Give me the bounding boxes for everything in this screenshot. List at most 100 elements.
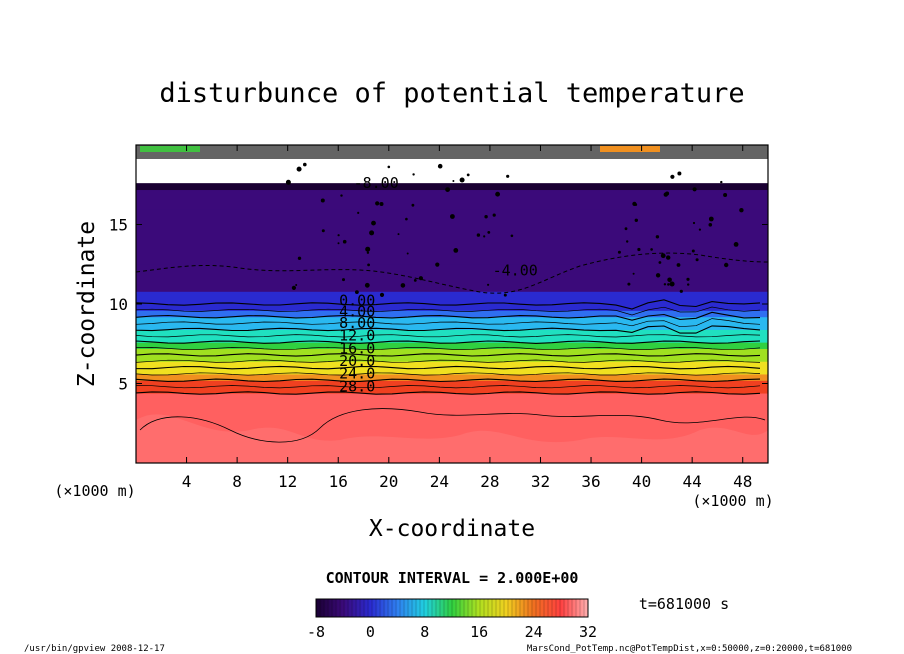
contour-line-14 xyxy=(136,299,761,310)
contour-interval: CONTOUR INTERVAL = 2.000E+00 xyxy=(326,569,579,587)
layer-band-3 xyxy=(136,373,768,381)
footer-right: MarsCond_PotTemp.nc@PotTempDist,x=0:5000… xyxy=(527,644,852,654)
noise-dot xyxy=(452,180,455,182)
y-axis-label: Z-coordinate xyxy=(74,221,100,387)
top-noise-orange xyxy=(600,146,660,152)
contour-labels: -8.00 -4.00 0.004.008.0012.016.020.024.028… xyxy=(339,174,538,396)
footer-left: /usr/bin/gpview 2008-12-17 xyxy=(24,644,165,654)
noise-dot xyxy=(397,233,400,236)
contour-lines xyxy=(136,299,761,395)
layer-band-1 xyxy=(136,386,768,394)
noise-dot xyxy=(355,290,359,294)
colorbar-tick-label: 0 xyxy=(366,623,375,641)
noise-dot xyxy=(658,261,662,264)
noise-dot xyxy=(405,217,408,221)
noise-dot xyxy=(379,292,385,297)
noise-dot xyxy=(687,283,690,286)
x-tick-label: 44 xyxy=(683,472,702,491)
contour-label: 8.00 xyxy=(339,314,375,332)
layer-band-13 xyxy=(136,310,768,318)
y-tick-label: 15 xyxy=(109,216,128,235)
noise-dot xyxy=(321,229,325,233)
noise-dot xyxy=(365,246,371,252)
noise-dot xyxy=(320,198,325,203)
noise-dot xyxy=(476,233,481,237)
x-tick-label: 20 xyxy=(379,472,398,491)
noise-dot xyxy=(503,293,507,297)
contour-label: -4.00 xyxy=(493,261,538,279)
noise-dot xyxy=(387,165,391,169)
noise-dot xyxy=(337,242,340,245)
layer-band-8 xyxy=(136,342,768,350)
noise-dot xyxy=(445,187,450,193)
noise-dot xyxy=(667,277,672,283)
contour-label: 28.0 xyxy=(339,377,375,395)
x-axis-label: X-coordinate xyxy=(369,516,535,542)
colorbar-stripes xyxy=(319,599,585,617)
noise-dot xyxy=(340,194,343,197)
x-tick-label: 12 xyxy=(278,472,297,491)
noise-dot xyxy=(698,228,702,231)
noise-dot xyxy=(692,221,696,225)
time-label: t=681000 s xyxy=(639,595,729,613)
noise-dot xyxy=(285,179,291,185)
layer-band-10 xyxy=(136,329,768,337)
noise-dot xyxy=(637,247,641,252)
noise-dot xyxy=(670,174,675,179)
noise-dot xyxy=(413,279,417,282)
top-noise-band xyxy=(136,145,768,159)
noise-dot xyxy=(617,250,621,254)
noise-dot xyxy=(367,263,370,267)
noise-dot xyxy=(437,163,443,169)
contour-line-3 xyxy=(136,372,761,376)
noise-dot xyxy=(669,281,675,287)
contour-label: 0.00 xyxy=(339,292,375,310)
colorbar-tick-label: -8 xyxy=(307,623,325,641)
noise-dots xyxy=(285,162,744,297)
contour-line-1 xyxy=(136,385,761,389)
noise-dot xyxy=(418,276,423,281)
noise-dot xyxy=(708,216,714,222)
layer-band-11 xyxy=(136,323,768,330)
noise-dot xyxy=(723,193,728,197)
contour-label: 16.0 xyxy=(339,339,375,357)
noise-dot xyxy=(650,248,653,251)
noise-dot xyxy=(733,242,739,247)
noise-dot xyxy=(686,277,690,281)
layer-band-19 xyxy=(136,183,768,191)
contour-line-7 xyxy=(136,346,761,351)
layer-band-15 xyxy=(136,291,768,305)
y-ticks: 5 10 15 xyxy=(109,216,768,394)
noise-dot xyxy=(411,203,415,207)
noise-dot xyxy=(677,171,682,176)
noise-dot xyxy=(296,166,302,172)
noise-dot xyxy=(667,283,670,286)
noise-dot xyxy=(357,211,360,214)
layer-band-12 xyxy=(136,316,768,324)
noise-dot xyxy=(295,284,298,286)
noise-dot xyxy=(487,283,490,286)
x-tick-label: 32 xyxy=(531,472,550,491)
noise-dot xyxy=(626,240,629,243)
noise-dot xyxy=(492,213,496,217)
noise-dot xyxy=(627,282,631,286)
noise-dot xyxy=(663,192,668,197)
noise-dot xyxy=(487,231,491,234)
noise-dot xyxy=(400,283,406,288)
layer-band-5 xyxy=(136,361,768,369)
noise-dot xyxy=(666,255,671,260)
noise-dot xyxy=(297,256,302,260)
noise-dot xyxy=(375,201,380,206)
colorbar: -8 0 8 16 24 32 xyxy=(307,598,597,641)
layer-band-14 xyxy=(136,304,768,311)
top-noise-green xyxy=(140,146,200,152)
noise-dot xyxy=(435,262,440,267)
noise-dot xyxy=(342,239,347,244)
contour-line-5 xyxy=(136,359,761,363)
noise-dot xyxy=(406,252,409,255)
x-tick-label: 36 xyxy=(581,472,600,491)
noise-dot xyxy=(632,272,635,275)
noise-dot xyxy=(466,173,470,177)
noise-dot xyxy=(342,278,345,282)
